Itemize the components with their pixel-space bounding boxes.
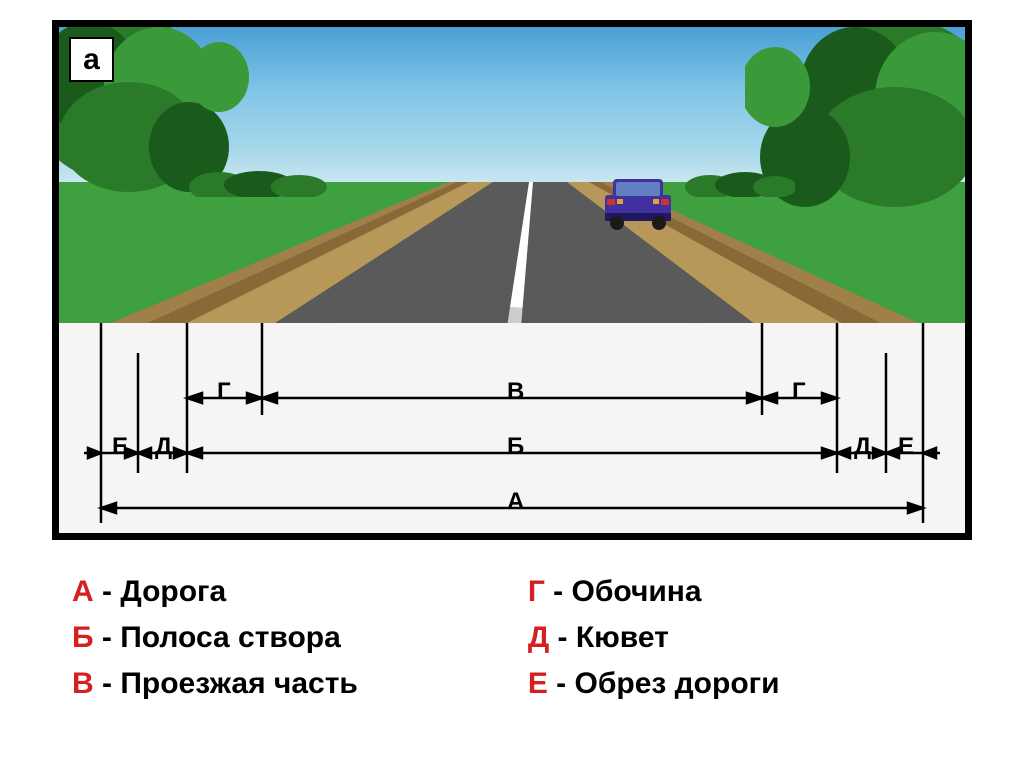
dim-label-g-right: Г	[789, 378, 809, 406]
figure-box: а	[52, 20, 972, 540]
dim-label-e-right: Е	[895, 433, 917, 461]
legend-letter: В	[72, 667, 94, 700]
dim-label-d-left: Д	[152, 433, 175, 461]
legend-item: Б - Полоса створа	[72, 621, 358, 655]
legend-letter: Б	[72, 621, 94, 654]
legend-text: - Полоса створа	[94, 621, 341, 654]
corner-label-text: а	[83, 43, 100, 77]
legend-item: Е - Обрез дороги	[528, 667, 780, 701]
legend-col-left: А - Дорога Б - Полоса створа В - Проезжа…	[72, 575, 358, 701]
legend-item: Д - Кювет	[528, 621, 780, 655]
dim-label-e-left: Е	[109, 433, 131, 461]
legend-letter: Д	[528, 621, 549, 654]
dim-label-d-right: Д	[851, 433, 874, 461]
dim-label-g-left: Г	[214, 378, 234, 406]
dim-label-b: Б	[504, 433, 527, 461]
corner-label: а	[69, 37, 114, 82]
legend-item: Г - Обочина	[528, 575, 780, 609]
car-icon	[599, 175, 677, 230]
road-diagram: а	[52, 20, 972, 701]
legend-letter: А	[72, 575, 94, 608]
dim-label-v: В	[504, 378, 527, 406]
legend: А - Дорога Б - Полоса створа В - Проезжа…	[52, 575, 972, 701]
legend-text: - Обочина	[545, 575, 702, 608]
legend-item: А - Дорога	[72, 575, 358, 609]
legend-text: - Обрез дороги	[548, 667, 780, 700]
legend-text: - Дорога	[94, 575, 227, 608]
legend-text: - Проезжая часть	[94, 667, 358, 700]
legend-letter: Е	[528, 667, 548, 700]
legend-text: - Кювет	[549, 621, 669, 654]
dim-label-a: А	[504, 488, 527, 516]
legend-letter: Г	[528, 575, 545, 608]
bushes-left	[189, 157, 329, 197]
measurements: В Г Г Б Д Д Е Е А	[59, 323, 965, 533]
legend-item: В - Проезжая часть	[72, 667, 358, 701]
legend-col-right: Г - Обочина Д - Кювет Е - Обрез дороги	[528, 575, 780, 701]
tree-right	[745, 20, 972, 257]
bushes-right	[685, 162, 795, 197]
